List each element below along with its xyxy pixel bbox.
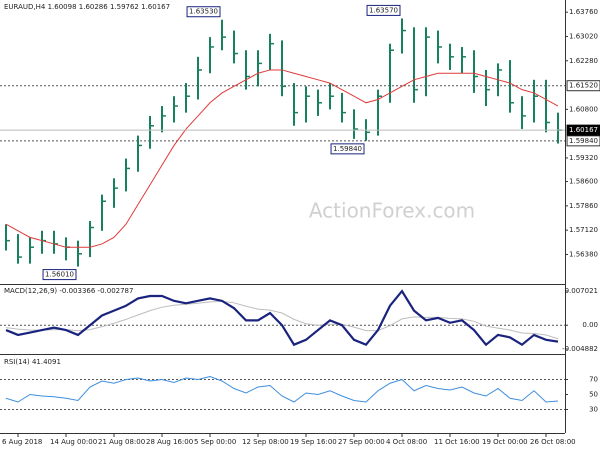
x-tick-label: 19 Sep 16:00 xyxy=(290,438,337,446)
watermark: ActionForex.com xyxy=(309,199,475,223)
y-tick-label: -0.004882 xyxy=(562,345,598,353)
level-label: 1.61520 xyxy=(569,82,598,90)
moving-average xyxy=(5,69,559,248)
label-box xyxy=(42,269,77,281)
x-tick-label: 5 Sep 00:00 xyxy=(194,438,236,446)
x-tick-label: 19 Oct 00:00 xyxy=(482,438,528,446)
chart-title: EURAUD,H4 1.60098 1.60286 1.59762 1.6016… xyxy=(4,3,170,11)
y-tick-label: 1.59320 xyxy=(569,154,598,162)
y-tick-label: 0.007021 xyxy=(565,287,598,295)
y-tick-label: 1.63020 xyxy=(569,32,598,40)
annotation: 1.63570 xyxy=(369,6,398,14)
annotation: 1.56010 xyxy=(45,271,74,279)
annotation: 1.59840 xyxy=(333,145,362,153)
x-tick-label: 14 Aug 00:00 xyxy=(50,438,97,446)
y-tick-label: 0.00 xyxy=(582,321,598,329)
y-tick-label: 1.58600 xyxy=(569,178,598,186)
y-tick-label: 50 xyxy=(589,391,598,399)
level-label: 1.59840 xyxy=(569,137,598,145)
y-tick-label: 30 xyxy=(589,406,598,414)
label-box xyxy=(566,135,600,147)
y-tick-label: 1.57120 xyxy=(569,226,598,234)
label-box xyxy=(186,6,221,18)
y-tick-label: 1.56380 xyxy=(569,250,598,258)
y-tick-label: 1.62280 xyxy=(569,57,598,65)
y-tick-label: 1.60800 xyxy=(569,105,598,113)
rsi-title: RSI(14) 41.4091 xyxy=(4,358,61,366)
x-tick-label: 26 Oct 08:00 xyxy=(530,438,576,446)
label-box xyxy=(566,80,600,92)
indicator-line xyxy=(5,289,559,347)
x-tick-label: 12 Sep 08:00 xyxy=(242,438,289,446)
y-tick-label: 70 xyxy=(589,376,598,384)
x-tick-label: 27 Sep 00:00 xyxy=(338,438,385,446)
x-tick-label: 4 Oct 08:00 xyxy=(386,438,427,446)
x-tick-label: 21 Aug 08:00 xyxy=(98,438,145,446)
x-tick-label: 11 Oct 16:00 xyxy=(434,438,480,446)
y-tick-label: 1.57860 xyxy=(569,202,598,210)
x-tick-label: 6 Aug 2018 xyxy=(2,438,42,446)
indicator-line xyxy=(5,375,559,403)
label-box xyxy=(366,4,401,16)
annotation: 1.63530 xyxy=(189,8,218,16)
label-box xyxy=(566,124,600,136)
macd-title: MACD(12,26,9) -0.003366 -0.002787 xyxy=(4,287,133,295)
last-price-label: 1.60167 xyxy=(569,126,598,134)
y-tick-label: 1.63760 xyxy=(569,8,598,16)
indicator-line xyxy=(5,300,559,340)
x-tick-label: 28 Aug 16:00 xyxy=(146,438,193,446)
label-box xyxy=(330,143,365,155)
